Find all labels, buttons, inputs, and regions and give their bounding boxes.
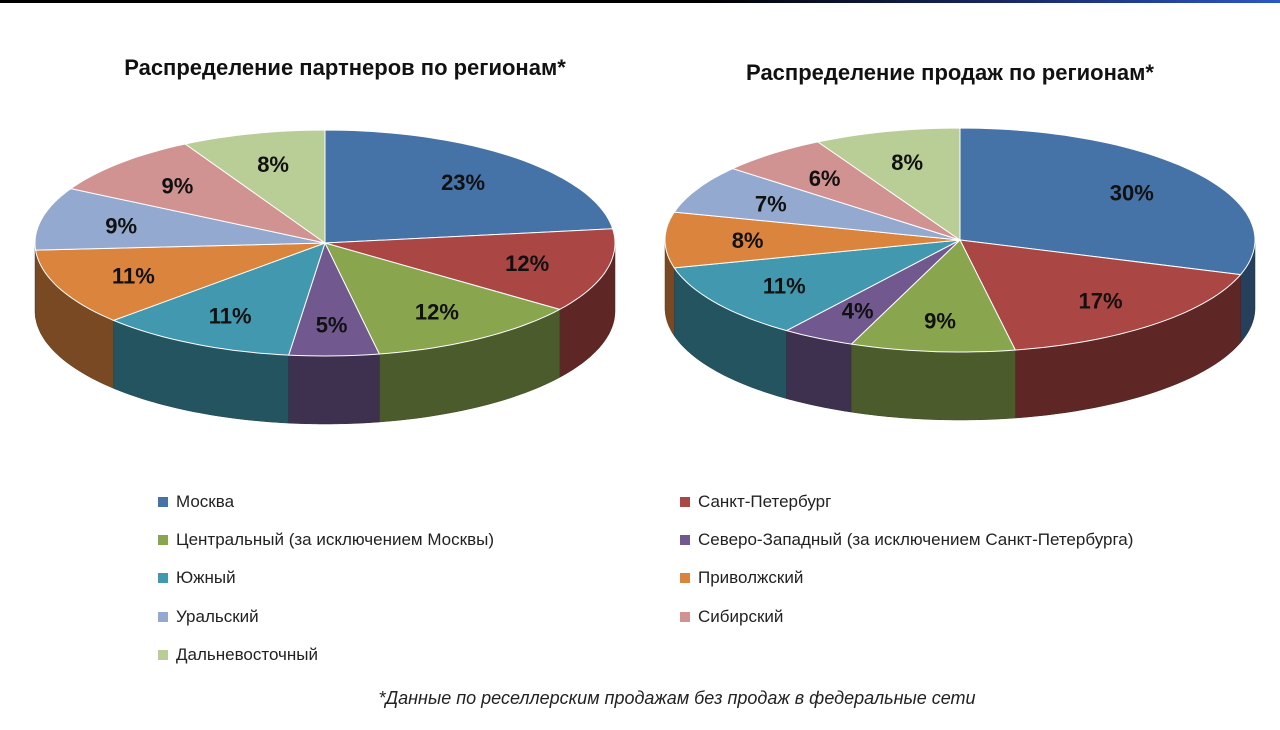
pie-slice-2-3 [850,239,1017,353]
pie-side-2-3 [851,343,1016,421]
data-label-2-8: 6% [809,166,841,191]
pie-slice-2-8 [731,141,961,241]
pie-slice-1-1 [324,129,614,244]
pie-slice-2-7 [673,168,961,241]
data-label-1-6: 11% [112,263,155,288]
pie-slice-1-3 [324,242,561,355]
chart-title-sales: Распределение продаж по регионам* [746,60,1154,85]
pie-slice-2-6 [664,211,961,269]
pie-slice-1-8 [69,143,326,244]
pie-slice-2-2 [959,239,1242,351]
pie-slice-2-5 [673,239,961,332]
data-label-1-4: 5% [316,312,348,337]
chart-title-partners: Распределение партнеров по регионам* [124,55,566,80]
data-label-1-8: 9% [162,174,194,199]
data-label-2-9: 8% [891,150,923,175]
data-label-2-5: 11% [763,273,806,298]
data-label-2-2: 17% [1078,289,1122,314]
pie-slice-1-4 [288,241,381,357]
pie-slice-1-9 [184,129,326,244]
pie-slice-1-5 [112,242,326,356]
pie-slice-1-7 [34,188,326,251]
data-label-2-1: 30% [1110,181,1154,206]
footnote: *Данные по реселлерским продажам без про… [378,688,976,708]
data-label-1-9: 8% [257,152,289,177]
data-label-2-3: 9% [924,308,956,333]
pie-side-1-4 [288,353,380,425]
pie-slice-1-2 [324,228,616,310]
pie-slice-1-6 [34,242,326,321]
pie-chart-2: 30% 17% 9% 4% 11% 8% 7% 6% 8% [664,127,1256,421]
pie-chart-1: 23% 12% 12% 5% 11% 11% 9% 9% 8% [34,129,616,425]
top-rule [0,0,1280,3]
data-label-2-6: 8% [732,228,764,253]
pie-slice-2-1 [959,127,1256,276]
data-label-1-3: 12% [415,300,459,325]
pie-slice-2-4 [785,239,961,345]
data-label-1-7: 9% [105,213,137,238]
data-label-1-5: 11% [209,304,252,329]
data-label-1-1: 23% [441,170,485,195]
pie-slice-2-9 [816,127,961,241]
data-label-2-4: 4% [842,299,874,324]
data-label-1-2: 12% [505,251,549,276]
data-label-2-7: 7% [755,191,787,216]
